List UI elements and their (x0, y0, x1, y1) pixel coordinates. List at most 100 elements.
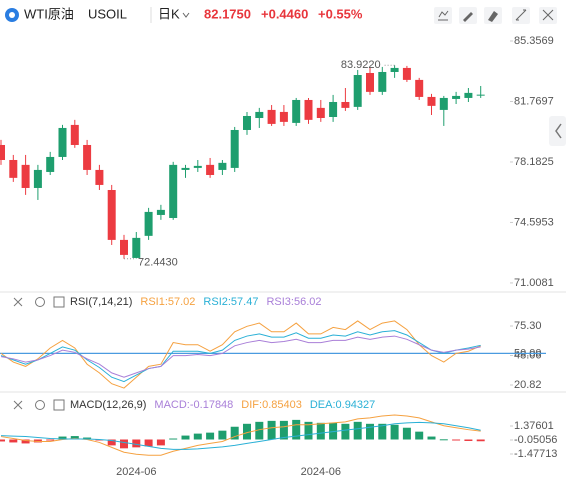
symbol-icon-dot (9, 12, 15, 18)
tool-buttons (434, 7, 557, 24)
candle-body (132, 237, 141, 258)
macd-bar (230, 426, 239, 440)
symbol-name[interactable]: WTI原油 (24, 6, 74, 21)
macd-bar (292, 419, 301, 440)
toolbar: WTI原油 USOIL 日K 82.1750 +0.4460 +0.55% (5, 6, 557, 24)
candle-body (304, 99, 313, 120)
x-tick-label: 2024-06 (301, 466, 341, 478)
tool-icon (463, 12, 473, 22)
candle-body (46, 156, 55, 172)
candle-body (329, 101, 338, 117)
close-button[interactable] (13, 400, 23, 410)
macd-bar (402, 427, 411, 440)
candle-body (267, 109, 276, 124)
side-button[interactable] (549, 116, 566, 146)
tool-icon (515, 9, 527, 21)
candle-body (341, 101, 350, 108)
side-arrow-icon (555, 123, 562, 139)
macd-bar (70, 436, 79, 440)
high-label: 83.9220 (341, 59, 381, 71)
candle-body (402, 67, 411, 80)
toggle-button[interactable] (53, 399, 65, 411)
macd-bar (279, 420, 288, 440)
rsi-controls (13, 296, 65, 308)
macd-bar (132, 439, 141, 448)
candle-body (193, 165, 202, 168)
macd-bar (378, 423, 387, 440)
y-tick-label: 74.5953 (514, 216, 554, 228)
candle-body (427, 96, 436, 106)
y-tick-label: 1.37601 (514, 420, 554, 432)
candle-body (70, 124, 79, 145)
close-button[interactable] (13, 297, 23, 307)
candle-body (366, 72, 374, 92)
macd-bar (58, 436, 67, 440)
candle-body (95, 169, 104, 185)
macd-bar (206, 432, 215, 440)
candle-body (390, 67, 399, 72)
candle-body (439, 97, 448, 110)
macd-bar (9, 439, 18, 443)
candle-body (83, 144, 92, 170)
tool-icon (438, 10, 449, 21)
macd-bar (427, 436, 436, 440)
y-tick-label: -1.47713 (514, 448, 557, 460)
legend-entry: RSI2:57.47 (203, 296, 258, 308)
settings-button[interactable] (35, 400, 45, 410)
candle-body (144, 211, 153, 236)
tool-button[interactable] (434, 7, 452, 24)
x-tick-label: 2024-06 (116, 466, 156, 478)
legend-entry: RSI1:57.02 (140, 296, 195, 308)
candle-body (452, 95, 461, 99)
macd-bar (353, 421, 362, 440)
candle-body (464, 92, 473, 98)
macd-bar (46, 439, 55, 441)
symbol-code[interactable]: USOIL (88, 6, 127, 21)
y-tick-label: 81.7697 (514, 95, 554, 107)
macd-bar (452, 439, 461, 441)
price: 82.1750 (204, 6, 251, 21)
candle-body (415, 79, 424, 97)
macd-bar (218, 430, 227, 440)
candle-body (292, 99, 301, 123)
tool-icon (542, 9, 554, 21)
macd-bar (156, 439, 165, 446)
macd-controls (13, 399, 65, 411)
y-tick-label: 75.30 (514, 320, 542, 332)
y-tick-label: 78.1825 (514, 156, 554, 168)
period-arrow[interactable] (182, 12, 190, 18)
candle-body (9, 159, 18, 178)
period[interactable]: 日K (158, 6, 180, 21)
macd-bar (0, 439, 5, 442)
legend-entry: MACD:-0.17848 (154, 399, 233, 411)
candle-body (181, 167, 190, 170)
toggle-button[interactable] (53, 296, 65, 308)
macd-bar (341, 423, 350, 440)
macd-bar (316, 422, 325, 440)
legend-entry: DIF:0.85403 (241, 399, 302, 411)
candle-body (0, 144, 5, 160)
candle-body (230, 129, 239, 168)
legend-entry: MACD(12,26,9) (70, 399, 146, 411)
candle-body (169, 164, 178, 218)
change: +0.4460 (261, 6, 308, 21)
macd-bar (366, 423, 374, 440)
macd-bar (464, 439, 473, 441)
y-tick-label: 71.0081 (514, 277, 554, 289)
candle-body (316, 107, 325, 119)
candle-body (120, 239, 128, 255)
settings-button[interactable] (35, 297, 45, 307)
macd-bar (267, 420, 276, 440)
candle-body (107, 189, 116, 240)
legend-entry: RSI3:56.02 (266, 296, 321, 308)
candle-body (353, 75, 362, 107)
macd-bar (255, 421, 264, 440)
candle-body (33, 169, 42, 188)
macd-bar (21, 439, 30, 444)
macd-bar (415, 431, 424, 440)
macd-bar (144, 439, 153, 447)
macd-bar (390, 424, 399, 440)
candle-body (243, 115, 251, 130)
